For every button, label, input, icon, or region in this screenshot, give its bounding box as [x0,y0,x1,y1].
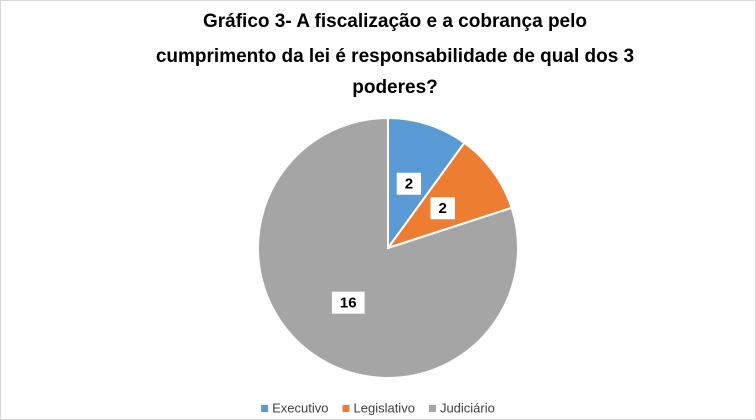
chart-title: Gráfico 3- A fiscalização e a cobrança p… [203,11,587,32]
legend-swatch [261,405,269,412]
data-label-box [396,172,422,195]
data-label-box [430,197,455,220]
data-label-box [331,291,365,314]
data-label: 2 [439,200,447,217]
legend-label: Legislativo [354,400,415,415]
data-label: 2 [405,176,413,193]
legend-label: Judiciário [440,400,495,415]
legend-swatch [342,405,350,412]
pie-slice [387,116,466,252]
pie-slice [385,141,513,250]
pie-slice [257,116,519,379]
legend-swatch [428,405,436,412]
chart-title: cumprimento da lei é responsabilidade de… [156,46,634,67]
data-label: 16 [340,295,357,312]
legend-label: Executivo [272,400,328,415]
chart-title: poderes? [352,77,438,98]
